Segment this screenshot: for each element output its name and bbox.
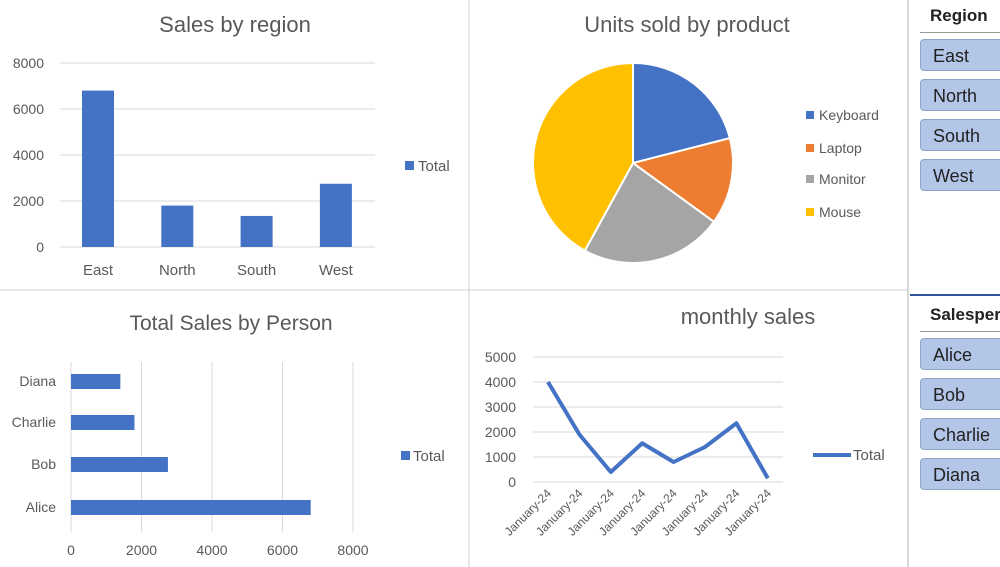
pie-slice-laptop (630, 136, 734, 224)
x-tick-label: 4000 (196, 542, 227, 558)
legend-label: Keyboard (819, 107, 879, 123)
y-tick-label: 3000 (485, 399, 516, 415)
y-tick-label: 1000 (485, 449, 516, 465)
x-tick-label: North (159, 262, 196, 279)
x-tick-label: West (319, 262, 354, 279)
legend-label: Total (413, 448, 445, 465)
slicer-item-diana[interactable]: Diana (920, 458, 1000, 490)
y-tick-label: Charlie (12, 414, 57, 430)
pie-slice-mouse (532, 61, 634, 252)
legend-label: Total (853, 447, 885, 464)
salesperson-slicer: Salesperson Alice Bob Charlie Diana (910, 299, 1000, 498)
chart-title-monthly-sales: monthly sales (681, 304, 816, 329)
legend-swatch (806, 111, 814, 119)
chart-title-units-sold: Units sold by product (584, 12, 789, 37)
y-tick-label: Diana (19, 373, 56, 389)
y-tick-label: 2000 (13, 193, 44, 209)
y-tick-label: 6000 (13, 101, 44, 117)
slicer-item-north[interactable]: North (920, 79, 1000, 111)
x-tick-label: 2000 (126, 542, 157, 558)
bar-charlie (71, 415, 135, 430)
legend-label: Mouse (819, 204, 861, 220)
bar-diana (71, 374, 121, 389)
y-tick-label: 0 (36, 239, 44, 255)
y-tick-label: Bob (31, 456, 56, 472)
chart-title-sales-by-person: Total Sales by Person (129, 312, 332, 335)
y-tick-label: Alice (26, 499, 57, 515)
x-tick-label: 6000 (267, 542, 298, 558)
x-tick-label: East (83, 262, 114, 279)
legend-label: Monitor (819, 171, 866, 187)
y-tick-label: 0 (508, 474, 516, 490)
x-tick-label: South (237, 262, 276, 279)
legend-swatch (806, 144, 814, 152)
bar-west (319, 183, 352, 247)
slicer-item-charlie[interactable]: Charlie (920, 418, 1000, 450)
y-tick-label: 4000 (13, 147, 44, 163)
pie-slice-keyboard (632, 61, 732, 165)
y-tick-label: 2000 (485, 424, 516, 440)
chart-title-sales-by-region: Sales by region (159, 12, 311, 37)
region-slicer-title: Region (920, 0, 1000, 33)
bar-south (240, 215, 273, 247)
bar-north (161, 205, 194, 247)
slicer-item-alice[interactable]: Alice (920, 338, 1000, 370)
legend-swatch (401, 451, 410, 460)
slicer-item-south[interactable]: South (920, 119, 1000, 151)
salesperson-slicer-title: Salesperson (920, 299, 1000, 332)
line-series-total (546, 380, 770, 480)
bar-bob (71, 457, 168, 472)
slicer-item-west[interactable]: West (920, 159, 1000, 191)
legend-swatch (806, 208, 814, 216)
legend-swatch (405, 161, 414, 170)
y-tick-label: 8000 (13, 55, 44, 71)
legend-label: Laptop (819, 140, 862, 156)
slicer-item-east[interactable]: East (920, 39, 1000, 71)
pie-slice-monitor (583, 161, 716, 264)
legend-label: Total (418, 158, 450, 175)
legend-swatch (806, 175, 814, 183)
y-tick-label: 5000 (485, 349, 516, 365)
bar-alice (71, 500, 311, 515)
y-tick-label: 4000 (485, 374, 516, 390)
bar-east (82, 90, 114, 247)
region-slicer: Region East North South West (910, 0, 1000, 199)
slicer-item-bob[interactable]: Bob (920, 378, 1000, 410)
x-tick-label: 8000 (337, 542, 368, 558)
x-tick-label: 0 (67, 542, 75, 558)
